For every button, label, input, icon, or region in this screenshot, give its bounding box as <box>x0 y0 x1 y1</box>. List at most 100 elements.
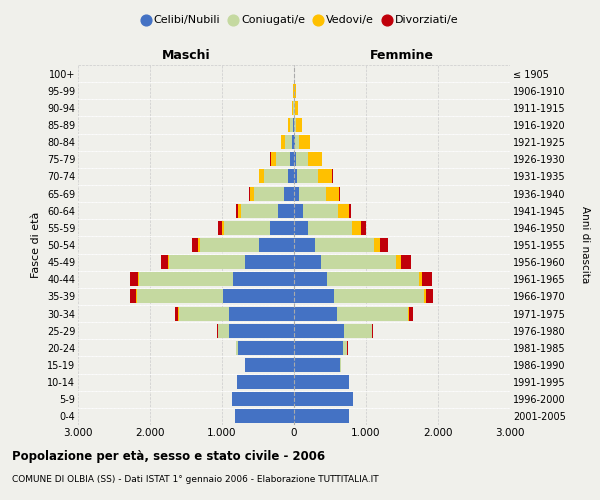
Bar <box>294 410 349 424</box>
Bar <box>217 324 218 338</box>
Bar <box>245 255 294 269</box>
Bar <box>296 152 308 166</box>
Y-axis label: Fasce di età: Fasce di età <box>31 212 41 278</box>
Bar <box>294 152 296 166</box>
Bar <box>249 186 250 200</box>
Bar <box>281 135 285 149</box>
Bar <box>193 238 198 252</box>
Bar <box>137 290 223 304</box>
Legend: Celibi/Nubili, Coniugati/e, Vedovi/e, Divorziati/e: Celibi/Nubili, Coniugati/e, Vedovi/e, Di… <box>137 10 463 29</box>
Bar <box>136 290 137 304</box>
Bar <box>294 324 344 338</box>
Bar <box>175 306 178 320</box>
Bar <box>294 375 349 389</box>
Bar <box>224 221 269 235</box>
Text: Maschi: Maschi <box>161 48 211 62</box>
Bar <box>292 101 293 115</box>
Bar <box>352 221 361 235</box>
Bar <box>161 255 168 269</box>
Bar <box>218 324 229 338</box>
Bar <box>245 358 294 372</box>
Bar <box>374 238 380 252</box>
Bar <box>294 392 353 406</box>
Bar <box>290 118 293 132</box>
Bar <box>223 290 294 304</box>
Text: Femmine: Femmine <box>370 48 434 62</box>
Bar <box>285 135 292 149</box>
Bar <box>294 255 320 269</box>
Bar <box>198 238 200 252</box>
Bar <box>338 204 349 218</box>
Bar <box>380 238 388 252</box>
Bar <box>320 255 396 269</box>
Bar <box>235 410 294 424</box>
Bar <box>179 306 229 320</box>
Bar <box>236 341 238 355</box>
Bar <box>422 272 432 286</box>
Bar <box>233 272 294 286</box>
Bar <box>284 186 294 200</box>
Y-axis label: Anni di nascita: Anni di nascita <box>580 206 590 284</box>
Bar <box>259 238 294 252</box>
Bar <box>290 152 294 166</box>
Bar <box>327 272 419 286</box>
Bar <box>238 204 241 218</box>
Bar <box>130 290 136 304</box>
Bar <box>299 186 326 200</box>
Bar <box>294 84 296 98</box>
Bar <box>308 221 352 235</box>
Bar <box>294 135 295 149</box>
Bar <box>401 255 410 269</box>
Bar <box>232 392 294 406</box>
Bar <box>250 186 254 200</box>
Bar <box>269 221 294 235</box>
Bar <box>334 290 424 304</box>
Bar <box>296 118 302 132</box>
Bar <box>318 170 332 183</box>
Bar <box>264 170 287 183</box>
Bar <box>236 204 238 218</box>
Bar <box>130 272 138 286</box>
Bar <box>315 238 374 252</box>
Bar <box>408 306 409 320</box>
Bar <box>169 255 245 269</box>
Bar <box>218 221 222 235</box>
Bar <box>139 272 233 286</box>
Bar <box>229 324 294 338</box>
Bar <box>426 290 433 304</box>
Bar <box>168 255 169 269</box>
Bar <box>372 324 373 338</box>
Bar <box>295 135 299 149</box>
Bar <box>297 170 318 183</box>
Bar <box>271 152 275 166</box>
Bar <box>396 255 401 269</box>
Bar <box>241 204 278 218</box>
Bar <box>419 272 422 286</box>
Bar <box>294 341 343 355</box>
Bar <box>424 290 426 304</box>
Bar <box>326 186 340 200</box>
Bar <box>275 152 290 166</box>
Bar <box>200 238 259 252</box>
Bar <box>299 135 310 149</box>
Bar <box>294 170 297 183</box>
Bar <box>340 358 341 372</box>
Bar <box>308 152 322 166</box>
Bar <box>259 170 264 183</box>
Bar <box>292 135 294 149</box>
Bar <box>294 221 308 235</box>
Text: Popolazione per età, sesso e stato civile - 2006: Popolazione per età, sesso e stato civil… <box>12 450 325 463</box>
Bar <box>294 238 315 252</box>
Bar <box>344 324 372 338</box>
Bar <box>302 204 338 218</box>
Bar <box>254 186 284 200</box>
Bar <box>294 290 334 304</box>
Bar <box>293 118 294 132</box>
Bar <box>361 221 365 235</box>
Bar <box>222 221 224 235</box>
Bar <box>294 358 340 372</box>
Bar <box>294 306 337 320</box>
Bar <box>409 306 413 320</box>
Text: COMUNE DI OLBIA (SS) - Dati ISTAT 1° gennaio 2006 - Elaborazione TUTTITALIA.IT: COMUNE DI OLBIA (SS) - Dati ISTAT 1° gen… <box>12 475 379 484</box>
Bar <box>288 118 290 132</box>
